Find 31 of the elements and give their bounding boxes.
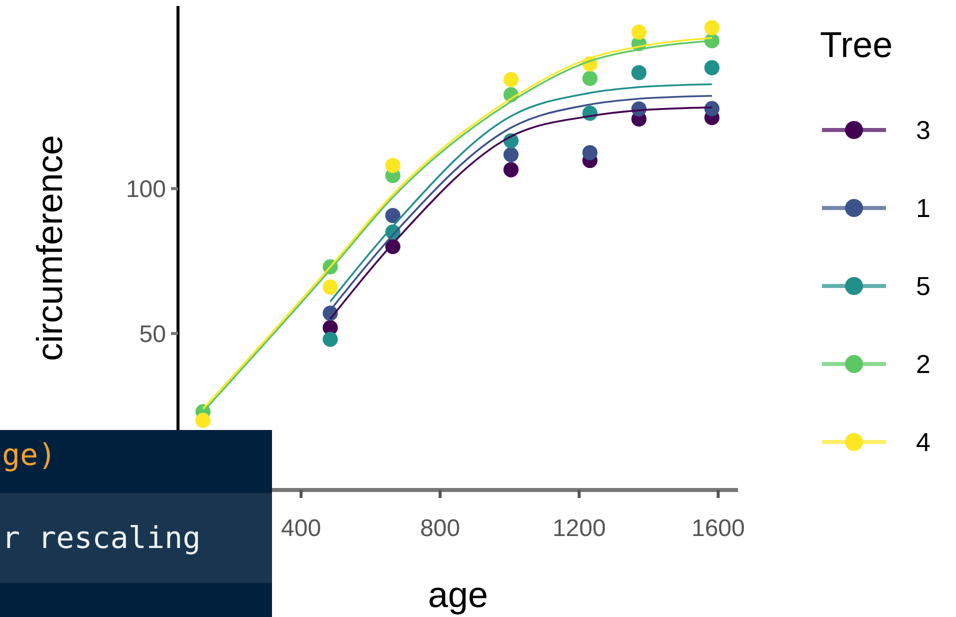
x-axis-title: age xyxy=(428,574,488,615)
point xyxy=(322,332,338,347)
y-tick-label: 50 xyxy=(139,320,166,348)
point xyxy=(704,60,720,76)
legend-label: 5 xyxy=(916,271,930,302)
point xyxy=(322,280,338,295)
y-tick-label: 100 xyxy=(126,176,166,203)
y-axis-title: circumference xyxy=(29,134,70,362)
point xyxy=(582,70,598,86)
x-tick-label: 400 xyxy=(281,515,322,542)
x-tick-label: 800 xyxy=(420,515,460,542)
legend-label: 4 xyxy=(916,427,930,458)
point xyxy=(385,158,400,173)
point xyxy=(503,162,519,178)
point xyxy=(582,145,598,160)
text: ge) xyxy=(2,438,56,473)
text: r rescaling xyxy=(2,521,201,556)
legend-label: 2 xyxy=(916,349,930,380)
point xyxy=(503,147,519,162)
x-tick-label: 1200 xyxy=(552,515,606,542)
point xyxy=(503,72,519,88)
point xyxy=(631,65,646,80)
point xyxy=(385,208,400,224)
point xyxy=(631,24,646,40)
point xyxy=(195,412,211,428)
legend-label: 3 xyxy=(916,115,930,146)
point xyxy=(704,20,720,36)
legend-label: 1 xyxy=(916,193,930,224)
x-tick-label: 1600 xyxy=(691,515,745,542)
point xyxy=(704,101,720,116)
legend-title: Tree xyxy=(820,24,893,65)
